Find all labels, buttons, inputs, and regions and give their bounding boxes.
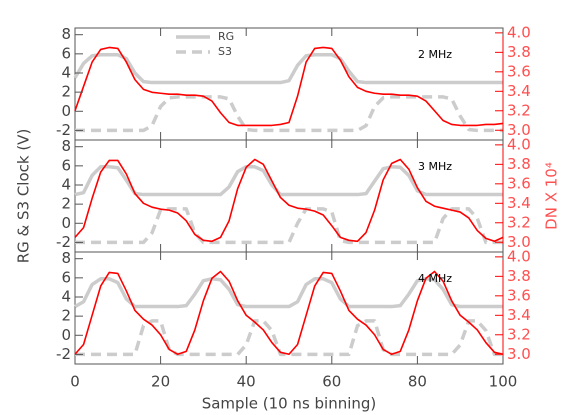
x-tick-label: 20 bbox=[151, 373, 170, 391]
y2-tick-label: 3.0 bbox=[507, 233, 531, 251]
y2-tick-label: 3.0 bbox=[507, 345, 531, 363]
data-line bbox=[75, 95, 503, 133]
x-tick-label: 0 bbox=[70, 373, 80, 391]
y2-tick-label: 4.0 bbox=[507, 247, 531, 265]
y-tick-label: 2 bbox=[61, 83, 71, 101]
y-tick-label: 2 bbox=[61, 195, 71, 213]
y-tick-label: 2 bbox=[61, 307, 71, 325]
y-tick-label: 6 bbox=[61, 268, 71, 286]
y2-tick-label: 3.4 bbox=[507, 194, 531, 212]
annotation: 4 MHz bbox=[418, 272, 452, 285]
legend-label: S3 bbox=[218, 45, 232, 58]
y2-tick-label: 4.0 bbox=[507, 23, 531, 41]
y-tick-label: 0 bbox=[61, 214, 71, 232]
y2-tick-label: 3.4 bbox=[507, 306, 531, 324]
y2-tick-label: 3.6 bbox=[507, 286, 531, 304]
x-tick-label: 40 bbox=[237, 373, 256, 391]
y2-tick-label: 3.6 bbox=[507, 174, 531, 192]
y2-tick-label: 3.6 bbox=[507, 62, 531, 80]
y2-tick-label: 4.0 bbox=[507, 135, 531, 153]
y-tick-label: 8 bbox=[61, 249, 71, 267]
y2-axis-label: DN X 10⁴ bbox=[543, 162, 561, 230]
y-tick-label: 0 bbox=[61, 102, 71, 120]
y-tick-label: -2 bbox=[56, 233, 71, 251]
data-line bbox=[75, 207, 503, 245]
y-tick-label: 0 bbox=[61, 326, 71, 344]
data-line bbox=[73, 53, 503, 85]
y-tick-label: 4 bbox=[61, 175, 71, 193]
x-tick-label: 60 bbox=[322, 373, 341, 391]
data-line bbox=[75, 319, 503, 357]
y-tick-label: -2 bbox=[56, 121, 71, 139]
y2-tick-label: 3.2 bbox=[507, 101, 531, 119]
x-tick-label: 100 bbox=[489, 373, 518, 391]
data-line bbox=[74, 270, 504, 356]
data-line bbox=[74, 165, 503, 197]
y-tick-label: -2 bbox=[56, 345, 71, 363]
y-tick-label: 6 bbox=[61, 44, 71, 62]
y2-tick-label: 3.8 bbox=[507, 43, 531, 61]
y2-tick-label: 3.2 bbox=[507, 213, 531, 231]
y-axis-label: RG & S3 Clock (V) bbox=[15, 129, 33, 264]
y-tick-label: 8 bbox=[61, 25, 71, 43]
annotation: 3 MHz bbox=[418, 160, 452, 173]
annotation: 2 MHz bbox=[418, 48, 452, 61]
legend-label: RG bbox=[218, 30, 234, 43]
y2-tick-label: 3.8 bbox=[507, 155, 531, 173]
y2-tick-label: 3.2 bbox=[507, 325, 531, 343]
y2-tick-label: 3.8 bbox=[507, 267, 531, 285]
y2-tick-label: 3.0 bbox=[507, 121, 531, 139]
x-axis-label: Sample (10 ns binning) bbox=[202, 395, 377, 413]
y-tick-label: 4 bbox=[61, 63, 71, 81]
x-tick-label: 80 bbox=[408, 373, 427, 391]
y-tick-label: 6 bbox=[61, 156, 71, 174]
y-tick-label: 8 bbox=[61, 137, 71, 155]
y2-tick-label: 3.4 bbox=[507, 82, 531, 100]
data-line bbox=[74, 46, 504, 127]
data-line bbox=[74, 158, 504, 243]
y-tick-label: 4 bbox=[61, 287, 71, 305]
data-line bbox=[74, 277, 503, 309]
